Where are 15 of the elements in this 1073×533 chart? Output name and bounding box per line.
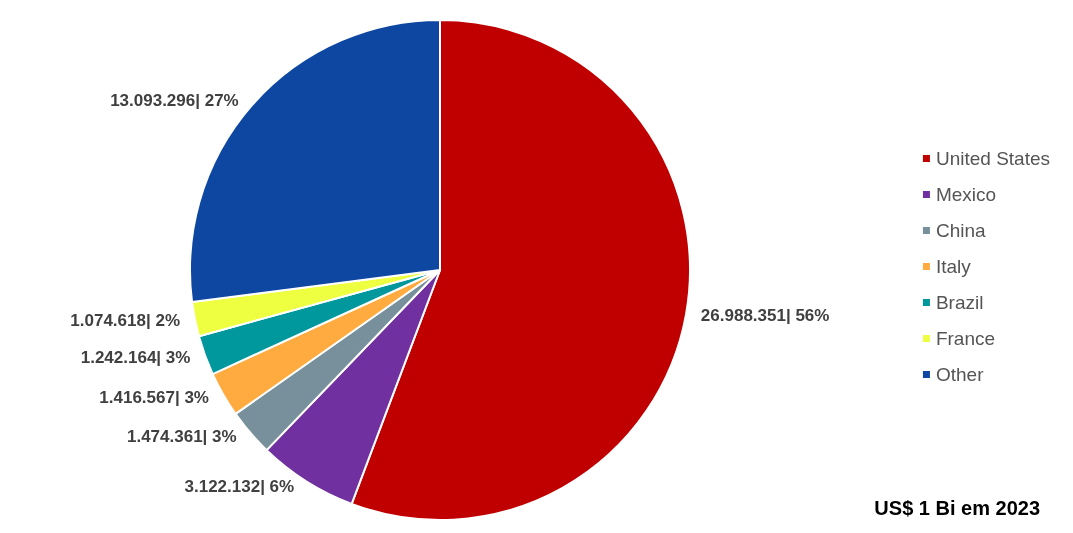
data-label: 13.093.296| 27% xyxy=(110,91,239,111)
legend-label: France xyxy=(935,328,996,349)
data-label: 1.416.567| 3% xyxy=(99,387,209,407)
legend-label: Italy xyxy=(935,256,972,277)
data-label: 1.074.618| 2% xyxy=(70,310,181,330)
data-label: 26.988.351| 56% xyxy=(700,306,830,326)
legend-label: China xyxy=(935,220,987,241)
data-label: 1.474.361| 3% xyxy=(126,427,237,447)
legend-label: Other xyxy=(935,364,985,385)
text: US$ 1 Bi em 2023 xyxy=(874,497,1040,519)
legend-label: Mexico xyxy=(935,184,997,205)
legend-label: Brazil xyxy=(935,292,984,313)
data-label: 3.122.132| 6% xyxy=(184,476,295,496)
legend-label: United States xyxy=(935,148,1051,169)
data-label: 1.242.164| 3% xyxy=(80,347,191,367)
